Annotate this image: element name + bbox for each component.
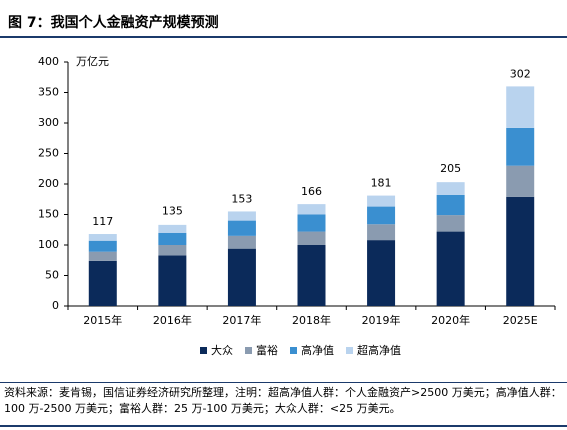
legend-swatch — [346, 347, 353, 354]
y-tick-label: 400 — [38, 55, 59, 68]
bar-segment — [436, 215, 465, 232]
bar-segment — [297, 204, 326, 215]
rule — [0, 382, 567, 383]
y-tick-label: 150 — [38, 208, 59, 221]
bar-segment — [297, 231, 326, 245]
bar-segment — [506, 165, 535, 197]
y-unit: 万亿元 — [76, 55, 109, 68]
bar-segment — [436, 231, 465, 306]
total-label: 181 — [371, 177, 392, 190]
bar-segment — [436, 194, 465, 216]
legend-label: 富裕 — [256, 343, 278, 357]
total-label: 302 — [510, 67, 531, 80]
x-tick-label: 2017年 — [222, 313, 261, 327]
bar-segment — [158, 224, 187, 233]
bar-segment — [88, 251, 117, 261]
y-tick-label: 350 — [38, 86, 59, 99]
bar-segment — [227, 248, 256, 306]
legend-swatch — [245, 347, 252, 354]
y-tick-label: 300 — [38, 116, 59, 129]
total-label: 135 — [162, 205, 183, 218]
rule — [0, 425, 567, 427]
bar-segment — [367, 206, 396, 225]
chart-title: 图 7：我国个人金融资产规模预测 — [8, 15, 219, 31]
bar-segment — [367, 195, 396, 207]
bar-segment — [227, 211, 256, 221]
y-tick-label: 100 — [38, 238, 59, 251]
chart: 万亿元 0 50 100 150 200 250 300 350 400 2015年 117 2016… — [38, 55, 556, 357]
bar-segment — [367, 224, 396, 241]
bar-segment — [227, 235, 256, 249]
x-tick-label: 2025E — [503, 314, 538, 327]
legend-swatch — [290, 347, 297, 354]
legend-label: 高净值 — [301, 343, 334, 357]
x-tick-label: 2016年 — [153, 313, 192, 327]
bar-segment — [88, 260, 117, 306]
bar-segment — [506, 127, 535, 166]
bar-segment — [436, 182, 465, 195]
bar-segment — [506, 196, 535, 306]
rule — [0, 36, 567, 38]
total-label: 166 — [301, 185, 322, 198]
x-tick-label: 2020年 — [431, 313, 470, 327]
bar-segment — [297, 245, 326, 306]
y-tick-label: 50 — [45, 269, 59, 282]
bar-segment — [506, 86, 535, 128]
total-label: 153 — [231, 192, 252, 205]
x-tick-label: 2018年 — [292, 313, 331, 327]
bar-segment — [88, 240, 117, 252]
y-tick-label: 250 — [38, 147, 59, 160]
y-tick-label: 0 — [52, 299, 59, 312]
bar-segment — [227, 220, 256, 236]
bar-segment — [297, 214, 326, 232]
bar-segment — [158, 245, 187, 256]
x-tick-label: 2019年 — [362, 313, 401, 327]
source-note: 资料来源：麦肯锡，国信证券经济研究所整理，注明：超高净值人群：个人金融资产>25… — [4, 386, 562, 415]
legend-label: 超高净值 — [357, 343, 401, 357]
x-tick-label: 2015年 — [83, 313, 122, 327]
total-label: 117 — [92, 215, 113, 228]
y-tick-label: 200 — [38, 177, 59, 190]
bar-segment — [367, 240, 396, 306]
legend-label: 大众 — [211, 343, 233, 357]
bar-segment — [158, 255, 187, 306]
bar-segment — [158, 232, 187, 245]
legend-swatch — [200, 347, 207, 354]
bar-segment — [88, 234, 117, 241]
total-label: 205 — [440, 162, 461, 175]
